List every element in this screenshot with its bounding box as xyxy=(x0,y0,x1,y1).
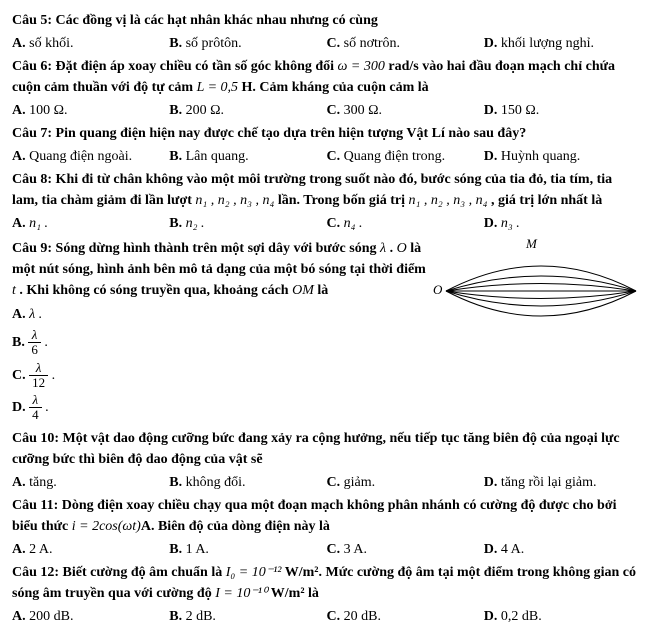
fig-label-O: O xyxy=(433,282,443,297)
q8-opt-c: C. n₄ . xyxy=(327,213,484,234)
q9-opt-c: C. λ12 . xyxy=(12,361,431,391)
q6-options: A. 100 Ω. B. 200 Ω. C. 300 Ω. D. 150 Ω. xyxy=(12,100,641,121)
q5-opt-a: A. số khối. xyxy=(12,33,169,54)
q12-options: A. 200 dB. B. 2 dB. C. 20 dB. D. 0,2 dB. xyxy=(12,606,641,627)
q9-opt-a: A. λ . xyxy=(12,304,431,325)
q10-opt-b: B. không đổi. xyxy=(169,472,326,493)
q12-unit2: W/m² là xyxy=(268,586,319,601)
q7-options: A. Quang điện ngoài. B. Lân quang. C. Qu… xyxy=(12,146,641,167)
q10-opt-a: A. tăng. xyxy=(12,472,169,493)
q7-opt-b: B. Lân quang. xyxy=(169,146,326,167)
question-10: Câu 10: Một vật dao động cưỡng bức đang … xyxy=(12,428,641,470)
q9-prompt2: . xyxy=(386,241,397,256)
q8-prompt2: lần. Trong bốn giá trị xyxy=(274,193,408,208)
q9-prompt5: là xyxy=(314,283,328,298)
q9-prompt4: . Khi không có sóng truyền qua, khoảng c… xyxy=(16,283,292,298)
q11-opt-c: C. 3 A. xyxy=(327,539,484,560)
q5-opt-b: B. số prôtôn. xyxy=(169,33,326,54)
q6-prompt1: Câu 6: Đặt điện áp xoay chiều có tần số … xyxy=(12,59,338,74)
question-9-row: Câu 9: Sóng dừng hình thành trên một sợi… xyxy=(12,236,641,426)
q8-options: A. n₁ . B. n₂ . C. n₄ . D. n₃ . xyxy=(12,213,641,234)
q7-prompt: Câu 7: Pin quang điện hiện nay được chế … xyxy=(12,126,526,141)
q10-opt-c: C. giảm. xyxy=(327,472,484,493)
q12-opt-c: C. 20 dB. xyxy=(327,606,484,627)
q6-omega: ω = 300 xyxy=(338,59,385,74)
question-6: Câu 6: Đặt điện áp xoay chiều có tần số … xyxy=(12,56,641,98)
question-8: Câu 8: Khi đi từ chân không vào một môi … xyxy=(12,169,641,211)
q11-opt-a: A. 2 A. xyxy=(12,539,169,560)
question-12: Câu 12: Biết cường độ âm chuẩn là I₀ = 1… xyxy=(12,562,641,604)
q8-opt-b: B. n₂ . xyxy=(169,213,326,234)
q5-opt-c: C. số nơtrôn. xyxy=(327,33,484,54)
q7-opt-c: C. Quang điện trong. xyxy=(327,146,484,167)
q11-options: A. 2 A. B. 1 A. C. 3 A. D. 4 A. xyxy=(12,539,641,560)
q6-opt-c: C. 300 Ω. xyxy=(327,100,484,121)
q5-opt-d: D. khối lượng nghỉ. xyxy=(484,33,641,54)
q9-prompt1: Câu 9: Sóng dừng hình thành trên một sợi… xyxy=(12,241,380,256)
q6-opt-b: B. 200 Ω. xyxy=(169,100,326,121)
q9-O: O xyxy=(397,241,407,256)
q6-opt-d: D. 150 Ω. xyxy=(484,100,641,121)
q12-opt-a: A. 200 dB. xyxy=(12,606,169,627)
q6-L: L = 0,5 xyxy=(197,80,238,95)
q12-I0: I₀ = 10⁻¹² xyxy=(226,565,282,580)
q8-nlist: n₁ , n₂ , n₃ , n₄ xyxy=(195,193,274,208)
question-7: Câu 7: Pin quang điện hiện nay được chế … xyxy=(12,123,641,144)
q9-opt-b: B. λ6 . xyxy=(12,328,431,358)
q10-prompt: Câu 10: Một vật dao động cưỡng bức đang … xyxy=(12,431,620,467)
q6-prompt3: H. Cảm kháng của cuộn cảm là xyxy=(238,80,429,95)
question-5: Câu 5: Các đồng vị là các hạt nhân khác … xyxy=(12,10,641,31)
q5-prompt: Câu 5: Các đồng vị là các hạt nhân khác … xyxy=(12,13,378,28)
q9-figure: M O xyxy=(431,236,641,336)
q9-opt-d: D. λ4 . xyxy=(12,393,431,423)
question-11: Câu 11: Dòng điện xoay chiều chạy qua mộ… xyxy=(12,495,641,537)
q12-I: I = 10⁻¹⁰ xyxy=(215,586,267,601)
q11-opt-b: B. 1 A. xyxy=(169,539,326,560)
q12-opt-d: D. 0,2 dB. xyxy=(484,606,641,627)
question-9: Câu 9: Sóng dừng hình thành trên một sợi… xyxy=(12,238,431,301)
q11-eq: i = 2cos(ωt) xyxy=(72,519,141,534)
q7-opt-a: A. Quang điện ngoài. xyxy=(12,146,169,167)
q9-OM: OM xyxy=(292,283,314,298)
q7-opt-d: D. Huỳnh quang. xyxy=(484,146,641,167)
q12-prompt1: Câu 12: Biết cường độ âm chuẩn là xyxy=(12,565,226,580)
q8-opt-d: D. n₃ . xyxy=(484,213,641,234)
q12-opt-b: B. 2 dB. xyxy=(169,606,326,627)
q8-prompt3: , giá trị lớn nhất là xyxy=(488,193,603,208)
q8-opt-a: A. n₁ . xyxy=(12,213,169,234)
q5-options: A. số khối. B. số prôtôn. C. số nơtrôn. … xyxy=(12,33,641,54)
q10-options: A. tăng. B. không đổi. C. giảm. D. tăng … xyxy=(12,472,641,493)
q10-opt-d: D. tăng rồi lại giảm. xyxy=(484,472,641,493)
q11-prompt2: A. Biên độ của dòng điện này là xyxy=(141,519,330,534)
q8-nlist2: n₁ , n₂ , n₃ , n₄ xyxy=(409,193,488,208)
fig-label-M: M xyxy=(525,236,538,251)
q11-opt-d: D. 4 A. xyxy=(484,539,641,560)
q6-opt-a: A. 100 Ω. xyxy=(12,100,169,121)
